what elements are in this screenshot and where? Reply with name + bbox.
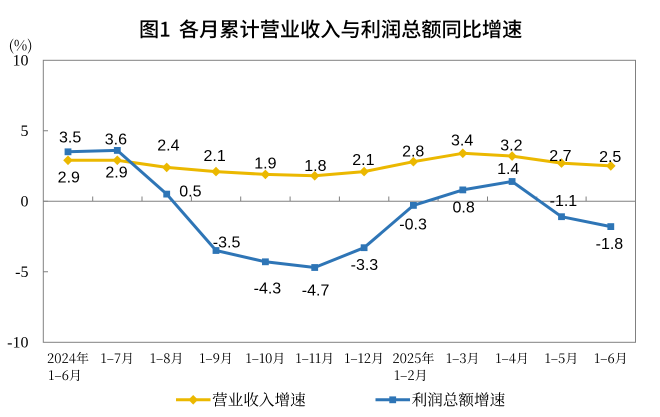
svg-text:2.1: 2.1 bbox=[352, 152, 374, 169]
svg-text:-1.1: -1.1 bbox=[550, 193, 578, 210]
svg-text:2.5: 2.5 bbox=[599, 149, 621, 166]
svg-text:2.1: 2.1 bbox=[203, 148, 225, 165]
svg-text:-5: -5 bbox=[15, 264, 28, 281]
svg-text:3.5: 3.5 bbox=[59, 130, 81, 147]
svg-text:0: 0 bbox=[21, 194, 29, 211]
svg-text:1.4: 1.4 bbox=[497, 161, 519, 178]
svg-text:3.2: 3.2 bbox=[500, 138, 522, 155]
svg-text:2.7: 2.7 bbox=[549, 148, 571, 165]
svg-text:2.9: 2.9 bbox=[58, 169, 80, 186]
svg-text:2.9: 2.9 bbox=[105, 165, 127, 182]
svg-text:2.4: 2.4 bbox=[157, 138, 179, 155]
svg-text:3.4: 3.4 bbox=[451, 133, 473, 150]
svg-text:-1.8: -1.8 bbox=[596, 236, 624, 253]
svg-text:-0.3: -0.3 bbox=[399, 217, 427, 234]
svg-text:0.5: 0.5 bbox=[179, 184, 201, 201]
svg-text:-4.7: -4.7 bbox=[302, 282, 330, 299]
svg-text:-3.5: -3.5 bbox=[213, 234, 241, 251]
svg-text:-10: -10 bbox=[7, 335, 28, 352]
svg-text:2.8: 2.8 bbox=[402, 143, 424, 160]
svg-text:10: 10 bbox=[13, 53, 29, 70]
svg-text:-3.3: -3.3 bbox=[351, 257, 379, 274]
svg-text:1.8: 1.8 bbox=[304, 158, 326, 175]
svg-text:0.8: 0.8 bbox=[452, 199, 474, 216]
svg-text:5: 5 bbox=[21, 123, 29, 140]
svg-text:-4.3: -4.3 bbox=[254, 281, 282, 298]
svg-text:3.6: 3.6 bbox=[105, 132, 127, 149]
svg-text:1.9: 1.9 bbox=[254, 156, 276, 173]
